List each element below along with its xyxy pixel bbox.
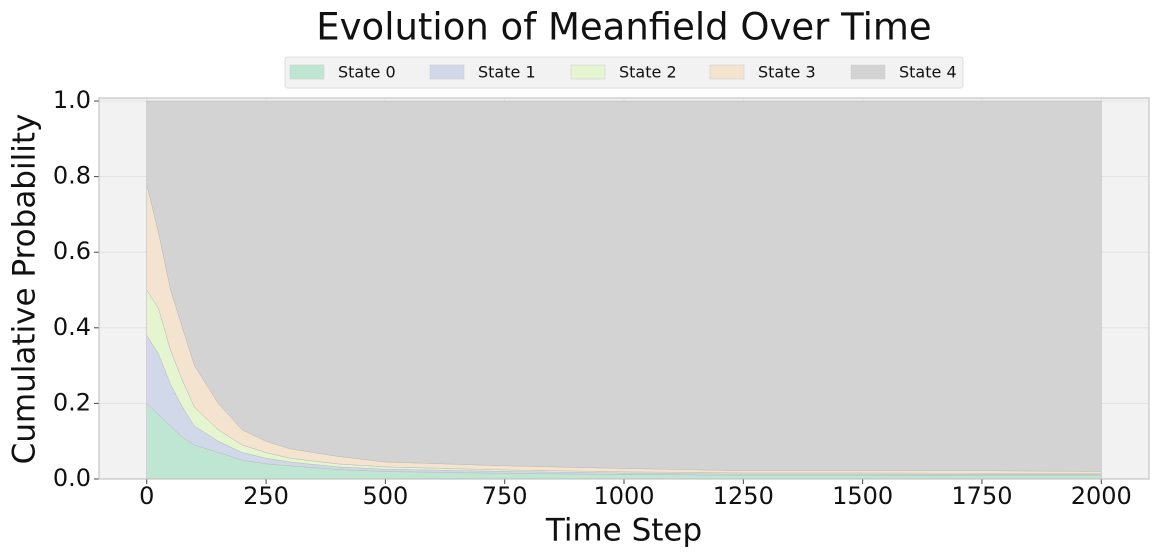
chart-title: Evolution of Meanfield Over Time — [316, 6, 931, 49]
x-tick-label: 750 — [482, 482, 528, 510]
legend-swatch — [570, 64, 606, 80]
y-axis-label: Cumulative Probability — [7, 114, 43, 465]
y-tick-label: 0.0 — [53, 464, 91, 492]
x-tick-label: 250 — [243, 482, 289, 510]
x-tick-label: 1750 — [951, 482, 1012, 510]
legend-swatch — [709, 64, 745, 80]
y-tick-label: 0.6 — [53, 237, 91, 265]
legend-swatch — [289, 64, 325, 80]
x-axis-label: Time Step — [545, 513, 702, 549]
area — [146, 100, 1102, 472]
legend-swatch — [429, 64, 465, 80]
y-tick-label: 1.0 — [53, 86, 91, 114]
legend-label: State 4 — [899, 63, 957, 82]
x-tick-label: 1250 — [713, 482, 774, 510]
x-tick-label: 1500 — [832, 482, 893, 510]
x-tick-label: 500 — [362, 482, 408, 510]
x-tick-label: 2000 — [1071, 482, 1132, 510]
x-tick-label: 1000 — [593, 482, 654, 510]
y-tick-label: 0.2 — [53, 388, 91, 416]
legend-label: State 1 — [478, 63, 536, 82]
legend-label: State 3 — [758, 63, 816, 82]
legend-label: State 0 — [338, 63, 396, 82]
legend-label: State 2 — [619, 63, 677, 82]
legend: State 0 State 1 State 2 State 3 State 4 — [284, 56, 964, 89]
x-tick-label: 0 — [139, 482, 154, 510]
y-tick-label: 0.8 — [53, 162, 91, 190]
plot-frame — [98, 97, 1150, 480]
legend-swatch — [850, 64, 886, 80]
y-tick-label: 0.4 — [53, 313, 91, 341]
